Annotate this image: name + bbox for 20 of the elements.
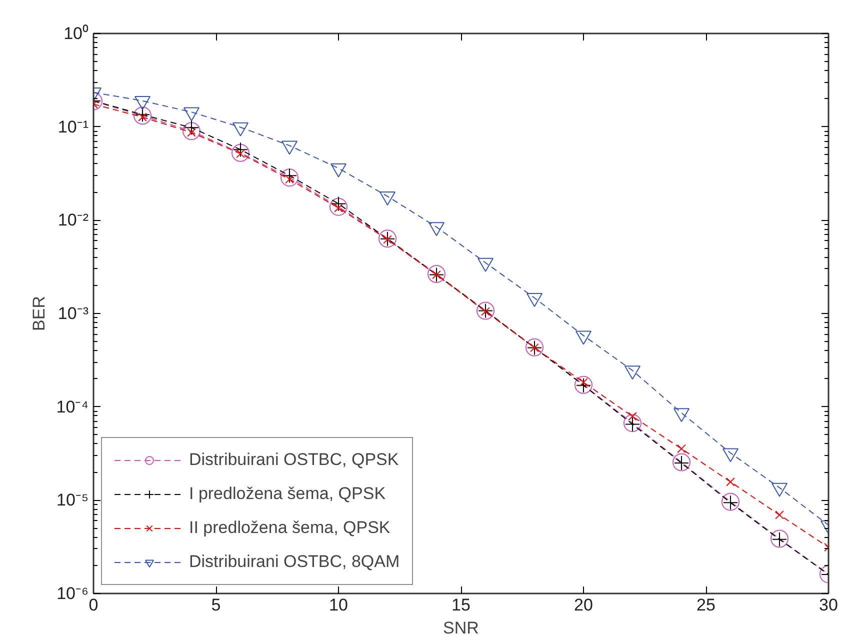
x-tick-label: 25 xyxy=(696,596,716,614)
x-tick-label: 20 xyxy=(574,596,593,614)
y-tick-label: 10⁻⁴ xyxy=(56,397,89,416)
x-tick-label: 30 xyxy=(819,596,838,614)
y-tick-label: 10⁻⁵ xyxy=(56,490,89,510)
x-tick-label: 10 xyxy=(329,596,348,614)
x-tick-label: 5 xyxy=(211,596,221,614)
x-tick-label: 15 xyxy=(452,596,470,614)
y-tick-label: 10⁻³ xyxy=(58,304,89,323)
y-tick-label: 10⁻² xyxy=(58,210,89,230)
legend-label: I predložena šema, QPSK xyxy=(189,484,386,504)
x-tick-label: 0 xyxy=(88,596,98,614)
y-tick-label: 10⁻⁶ xyxy=(56,584,89,603)
y-tick-label: 10⁻¹ xyxy=(58,117,89,136)
y-axis-title: BER xyxy=(29,296,48,331)
y-tick-label: 10⁰ xyxy=(64,24,89,43)
legend-label: II predložena šema, QPSK xyxy=(189,518,390,538)
legend-label: Distribuirani OSTBC, 8QAM xyxy=(189,552,400,572)
x-axis-title: SNR xyxy=(443,618,479,638)
legend-label: Distribuirani OSTBC, QPSK xyxy=(189,450,399,470)
